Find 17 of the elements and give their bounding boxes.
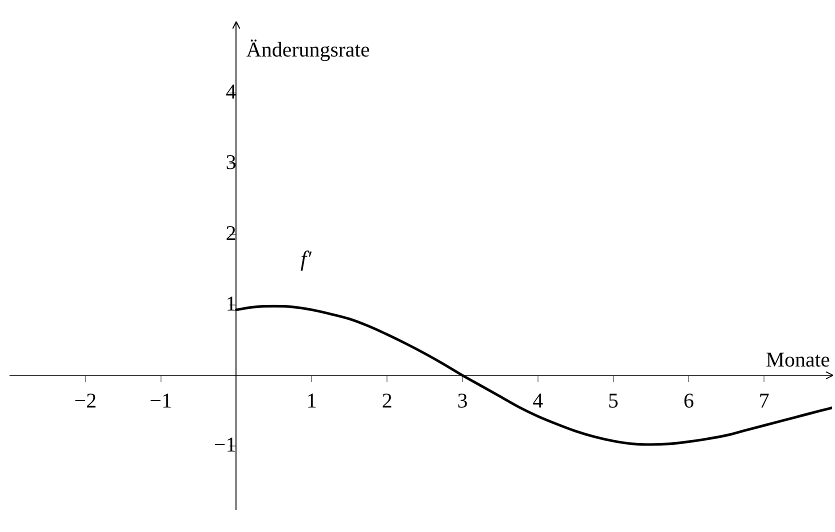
y-axis-title: Änderungsrate [246, 38, 370, 62]
y-tick-label: 2 [226, 220, 236, 245]
x-tick-label: 4 [532, 388, 544, 412]
x-tick-label: 6 [683, 388, 694, 412]
y-tick-label: 4 [226, 80, 237, 104]
y-tick-label: −1 [214, 432, 236, 456]
x-axis-title: Monate [766, 347, 830, 372]
y-tick-label: 3 [226, 150, 236, 174]
x-tick-label: 2 [382, 388, 392, 412]
y-tick-label: 1 [226, 291, 236, 316]
x-tick-label: 7 [758, 388, 770, 412]
x-tick-label: 5 [608, 388, 619, 412]
x-tick-label: −2 [74, 388, 97, 412]
series-label: f′ [300, 246, 313, 272]
x-tick-label: 1 [306, 388, 317, 412]
x-tick-label: −1 [150, 388, 172, 412]
x-tick-label: 3 [457, 388, 468, 412]
